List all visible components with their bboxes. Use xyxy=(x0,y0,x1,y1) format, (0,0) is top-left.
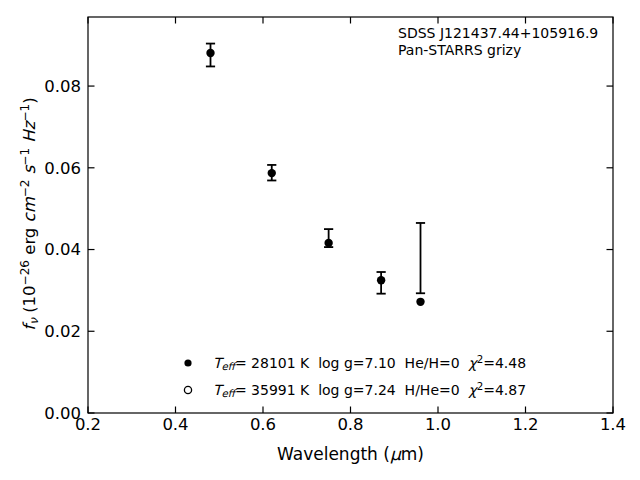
object-id-text: SDSS J121437.44+105916.9 xyxy=(398,25,598,42)
text-segment: −2 xyxy=(18,180,32,198)
text-segment: ) xyxy=(20,97,39,103)
text-segment: = 35991 K log g=7.24 H/He=0 xyxy=(235,382,469,398)
text-segment: T xyxy=(213,382,222,398)
annotation: SDSS J121437.44+105916.9Pan-STARRS grizy xyxy=(398,25,598,59)
text-segment: μ xyxy=(390,444,401,464)
text-segment: =4.48 xyxy=(483,355,526,371)
text-segment: Hz xyxy=(20,122,39,143)
legend-marker-open xyxy=(184,386,191,393)
survey-text: Pan-STARRS grizy xyxy=(398,42,598,59)
plot-canvas xyxy=(0,0,640,480)
text-segment: eff xyxy=(222,388,235,399)
data-point xyxy=(206,49,214,57)
y-axis-label: fν (10−26 erg cm−2 s−1 Hz−1) xyxy=(20,4,40,424)
x-tick-label: 0.8 xyxy=(321,415,381,434)
text-segment: ν xyxy=(27,318,41,325)
text-segment: (10 xyxy=(20,285,39,318)
text-segment: −1 xyxy=(18,148,32,166)
sed-figure: SDSS J121437.44+105916.9Pan-STARRS grizy… xyxy=(0,0,640,480)
text-segment: −1 xyxy=(18,104,32,122)
text-segment: erg xyxy=(20,222,39,260)
text-segment: f xyxy=(20,325,39,331)
legend-entry: Teff= 28101 K log g=7.10 He/H=0 χ2=4.48 xyxy=(213,354,526,372)
x-tick-label: 0.6 xyxy=(233,415,293,434)
text-segment: s xyxy=(20,166,39,175)
data-point xyxy=(268,169,276,177)
text-segment: 2 xyxy=(477,354,484,365)
text-segment: 2 xyxy=(477,381,484,392)
text-segment: T xyxy=(213,355,222,371)
data-point xyxy=(416,298,424,306)
x-axis-label: Wavelength (μm) xyxy=(250,444,451,464)
text-segment: m) xyxy=(401,444,424,464)
text-segment: cm xyxy=(20,197,39,222)
legend-entry: Teff= 35991 K log g=7.24 H/He=0 χ2=4.87 xyxy=(213,381,526,399)
data-point xyxy=(324,239,332,247)
text-segment: =4.87 xyxy=(483,382,526,398)
text-segment: eff xyxy=(222,361,235,372)
x-tick-label: 1.0 xyxy=(408,415,468,434)
text-segment: χ xyxy=(469,382,477,398)
x-tick-label: 1.4 xyxy=(583,415,640,434)
x-tick-label: 1.2 xyxy=(496,415,556,434)
legend-marker-filled xyxy=(184,359,191,366)
text-segment: χ xyxy=(469,355,477,371)
text-segment: Wavelength ( xyxy=(277,444,390,464)
x-tick-label: 0.4 xyxy=(146,415,206,434)
text-segment: −26 xyxy=(18,260,32,285)
data-point xyxy=(377,276,385,284)
text-segment: = 28101 K log g=7.10 He/H=0 xyxy=(235,355,469,371)
